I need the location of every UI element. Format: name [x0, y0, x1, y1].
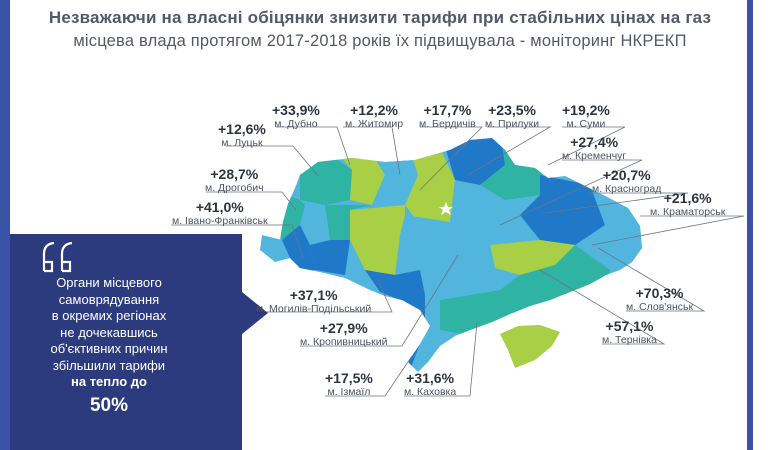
label-pryluky: +23,5% м. Прилуки [485, 102, 540, 131]
quote-line: об'єктивних причин [50, 341, 168, 356]
region-sumy [480, 138, 545, 200]
quote-line: в окремих регіонах [51, 308, 167, 323]
quote-line: збільшили тарифи [52, 357, 166, 373]
region-zakarpattia [260, 235, 290, 262]
region-crimea [500, 325, 560, 368]
label-lutsk: +12,6% м. Луцьк [218, 121, 266, 150]
quote-panel-arrow [242, 292, 268, 334]
leader-drohobych [206, 191, 297, 211]
leader-berdychiv [419, 126, 483, 191]
label-krasnohrad: +20,7% м. Красноград [592, 167, 662, 196]
region-mykolaiv [420, 265, 500, 300]
quote-bold-line: на тепло до [71, 374, 147, 389]
right-frame-bar [747, 0, 753, 450]
region-kirovohrad [420, 235, 495, 270]
leader-zhytomyr [343, 126, 401, 176]
label-zhytomyr: +12,2% м. Житомир [345, 102, 404, 131]
capital-star-icon [439, 202, 453, 215]
region-zhytomyr [370, 150, 418, 205]
region-volyn [300, 158, 352, 205]
region-ternopil [300, 205, 330, 245]
label-ternivka: +57,1% м. Тернівка [602, 318, 657, 347]
label-kremenchuk: +27,4% м. Кременчуг [562, 134, 627, 163]
leader-sumy [547, 126, 626, 166]
leader-lines [171, 126, 745, 397]
leader-lutsk [226, 145, 319, 177]
label-drohobych: +28,7% м. Дрогобич [205, 166, 264, 195]
quote-line: не дочекавшись [60, 324, 158, 340]
leader-ternivka [539, 269, 666, 345]
leader-dubno [276, 126, 351, 166]
region-rivne [335, 150, 385, 205]
region-khmelnytskyi [325, 205, 372, 240]
quote-text: Органи місцевого самоврядування в окреми… [34, 275, 184, 419]
region-poltava [450, 180, 510, 245]
label-kropyvnytskyi: +27,9% м. Кропивницький [300, 320, 388, 349]
leader-kramatorsk [591, 215, 745, 246]
region-cherkasy [400, 215, 455, 240]
label-izmail: +17,5% м. Ізмаїл [325, 370, 373, 399]
leader-ivano-frankivsk [171, 224, 304, 259]
region-lviv [280, 190, 305, 240]
quote-percent: 50% [89, 394, 129, 416]
leader-krasnohrad [544, 192, 689, 214]
leader-mohyliv [256, 277, 393, 313]
quote-mark-icon [42, 241, 73, 273]
label-mohyliv-podilskyi: +37,1% м. Могилів-Подільський [256, 287, 372, 316]
quote-panel-bg [10, 234, 242, 450]
leader-izmail [325, 355, 413, 397]
leader-kremenchuk [499, 159, 643, 226]
label-kramatorsk: +21,6% м. Краматорськ [650, 190, 726, 219]
leader-kropyvnytskyi [300, 254, 459, 347]
region-kharkiv [520, 175, 605, 245]
label-sumy: +19,2% м. Суми [562, 102, 610, 131]
label-berdychiv: +17,7% м. Бердичів [419, 102, 476, 131]
left-frame-bar [0, 0, 10, 450]
leader-sloviansk [597, 247, 706, 312]
region-vinnytsia [350, 205, 405, 275]
headline: Незважаючи на власні обіцянки знизити та… [48, 8, 712, 27]
region-dnipro [490, 240, 575, 275]
quote-line: самоврядування [58, 291, 160, 307]
quote-line: Органи місцевого [56, 275, 162, 290]
leader-kakhovka [404, 321, 478, 397]
leader-pryluky [467, 126, 552, 176]
subheadline: місцева влада протягом 2017-2018 років ї… [73, 32, 687, 50]
label-ivano-frankivsk: +41,0% м. Івано-Франківськ [172, 199, 268, 228]
map-regions [260, 138, 642, 372]
label-sloviansk: +70,3% м. Слов'янськ [626, 285, 694, 314]
label-kakhovka: +31,6% м. Каховка [404, 370, 457, 399]
region-chernivtsi [310, 240, 350, 275]
label-dubno: +33,9% м. Дубно [272, 102, 320, 131]
